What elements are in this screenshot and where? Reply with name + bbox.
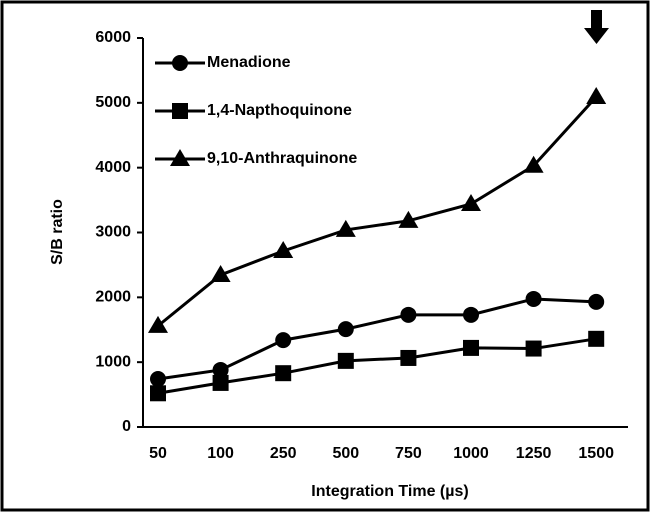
x-tick-label: 500 — [332, 445, 359, 462]
legend-label: 1,4-Napthoquinone — [207, 102, 352, 119]
y-tick-label: 0 — [122, 418, 131, 435]
y-axis-title: S/B ratio — [49, 199, 66, 265]
y-tick-label: 2000 — [95, 289, 131, 306]
data-point — [463, 339, 479, 356]
legend-marker — [172, 103, 188, 119]
data-point — [275, 365, 292, 382]
data-point — [588, 293, 605, 310]
data-point — [337, 352, 354, 369]
data-point — [525, 340, 542, 357]
data-point — [273, 240, 294, 258]
x-tick-label: 1500 — [578, 445, 614, 462]
data-point — [210, 264, 231, 282]
data-point — [398, 210, 419, 228]
legend-marker — [172, 55, 188, 71]
series-line — [157, 297, 597, 381]
data-point — [337, 321, 354, 338]
x-tick-label: 1250 — [516, 445, 552, 462]
arrow — [584, 10, 609, 44]
data-point — [523, 155, 544, 173]
data-point — [150, 385, 166, 402]
data-point — [212, 361, 229, 378]
y-tick-label: 1000 — [95, 353, 131, 370]
y-tick-label: 3000 — [95, 224, 131, 241]
data-point — [275, 332, 292, 349]
x-tick-label: 250 — [270, 445, 297, 462]
legend-marker — [170, 149, 190, 166]
data-point — [461, 193, 481, 211]
y-tick-label: 5000 — [95, 94, 131, 111]
series-line — [157, 95, 598, 328]
data-point — [586, 86, 607, 104]
data-point — [525, 290, 542, 307]
data-point — [212, 374, 229, 391]
y-tick-label: 6000 — [95, 29, 131, 46]
x-tick-label: 100 — [207, 445, 234, 462]
data-point — [150, 371, 166, 388]
x-tick-label: 750 — [395, 445, 422, 462]
data-point — [588, 330, 605, 347]
data-point — [148, 315, 168, 333]
legend-label: Menadione — [207, 54, 291, 71]
x-axis-title: Integration Time (µs) — [311, 483, 468, 500]
x-tick-label: 50 — [149, 445, 167, 462]
data-point — [335, 219, 356, 237]
series-line — [157, 337, 597, 395]
y-tick-label: 4000 — [95, 159, 131, 176]
legend-label: 9,10-Anthraquinone — [207, 150, 357, 167]
data-point — [400, 349, 417, 366]
x-tick-label: 1000 — [453, 445, 489, 462]
data-point — [400, 306, 417, 323]
data-point — [463, 306, 479, 323]
